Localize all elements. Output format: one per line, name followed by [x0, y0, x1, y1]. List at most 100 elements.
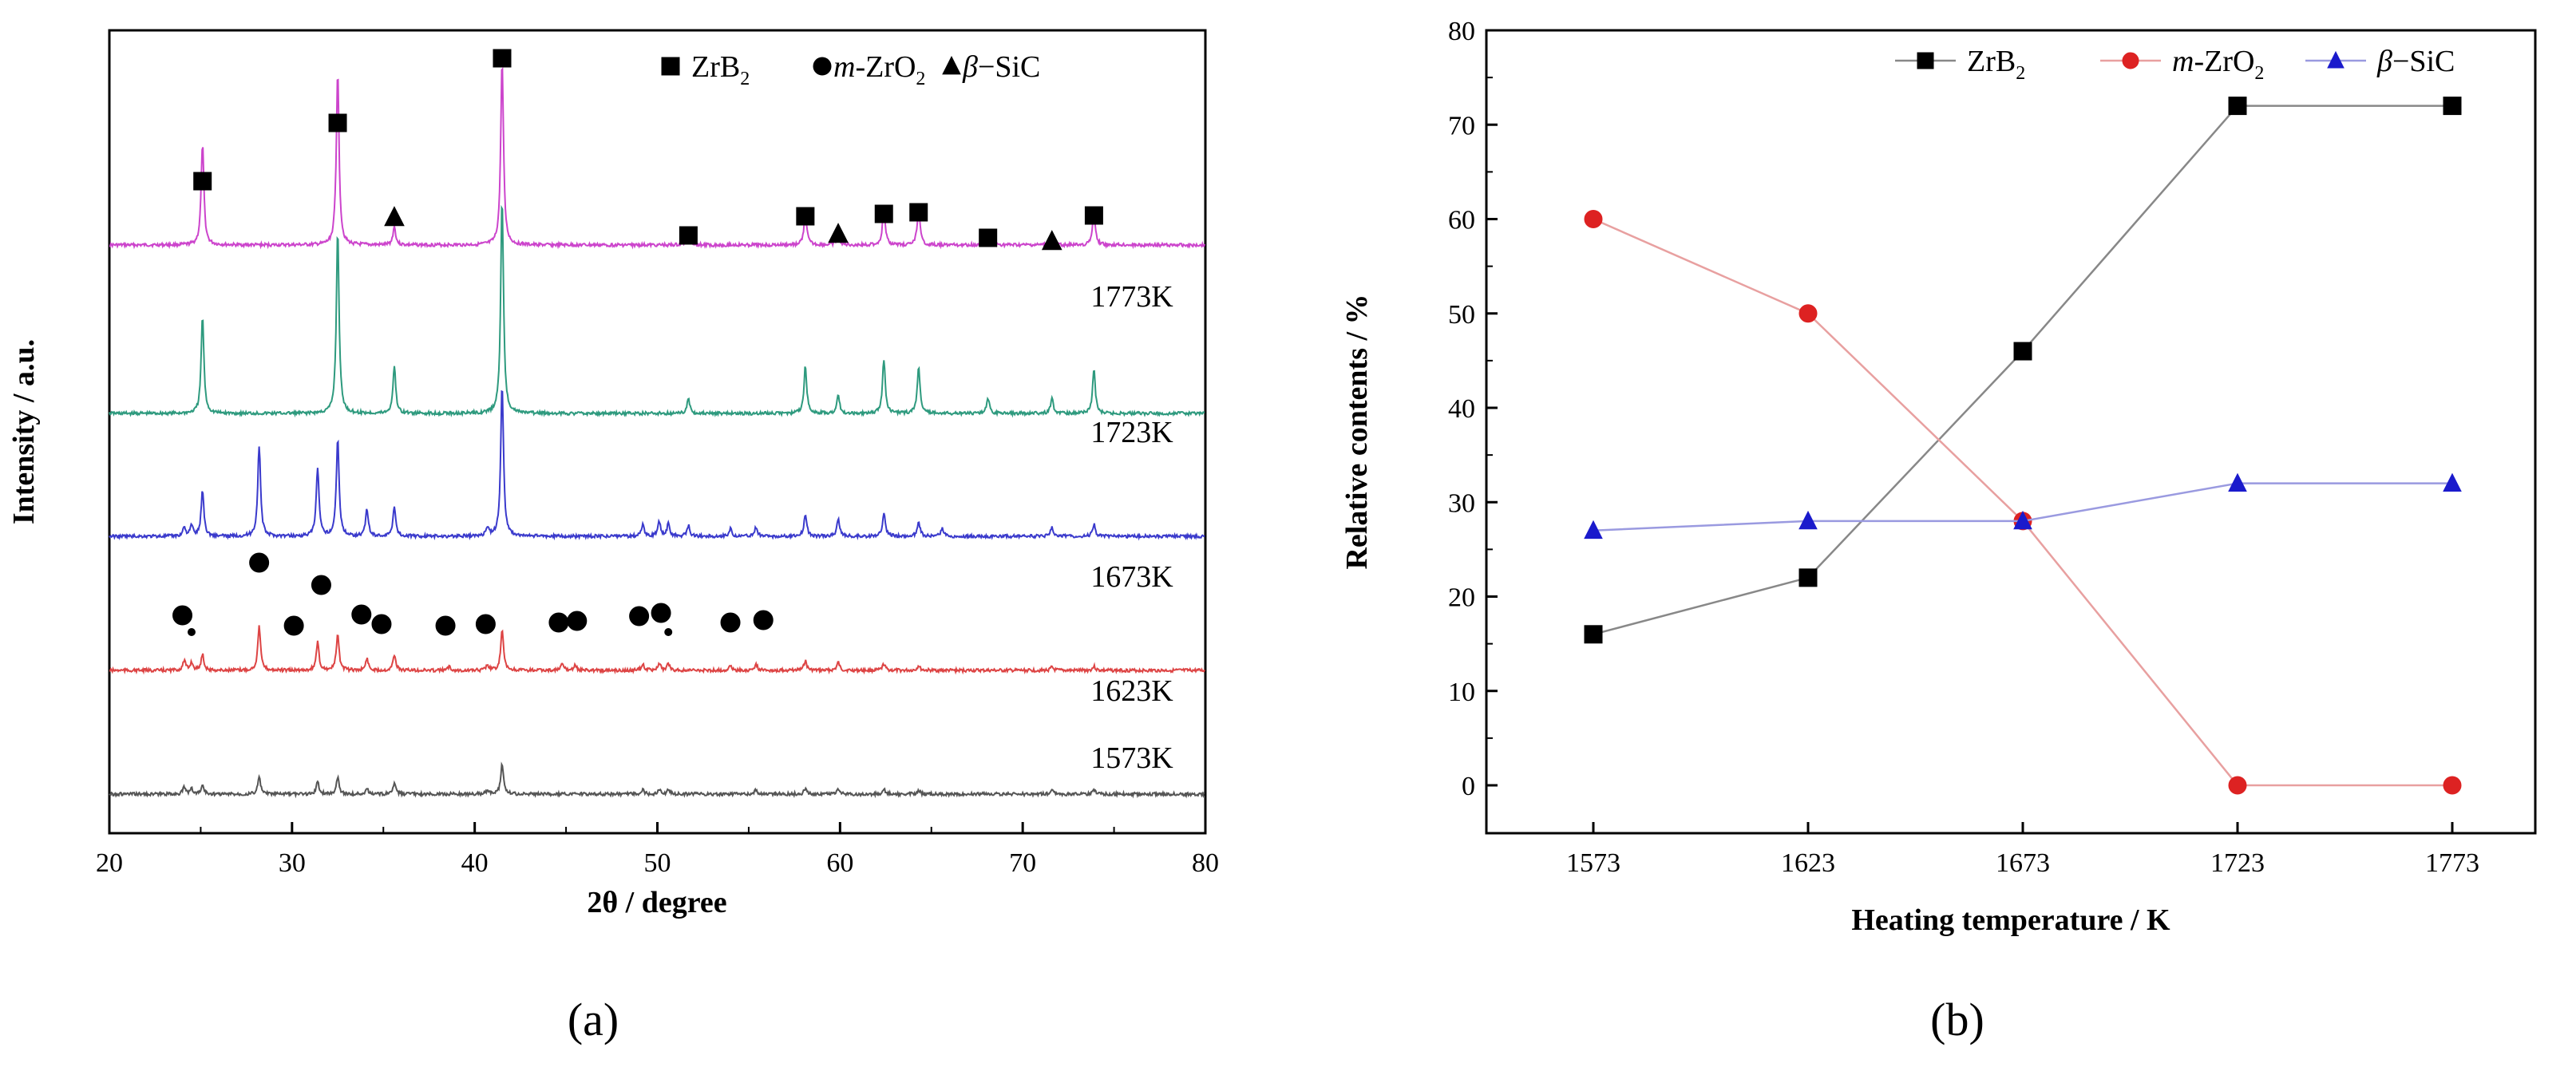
panel-b-y-axis-title: Relative contents / % — [1340, 294, 1374, 569]
temperature-label-1573K: 1573K — [1090, 741, 1173, 775]
panel-b-x-axis-title: Heating temperature / K — [1851, 903, 2170, 937]
y-tick-label: 50 — [1448, 300, 1475, 330]
y-tick-label: 20 — [1448, 583, 1475, 613]
x-tick-label: 40 — [461, 848, 489, 878]
zro2-peak-marker — [753, 610, 774, 630]
zrb2-peak-marker — [193, 172, 212, 191]
sic-peak-marker — [828, 223, 849, 243]
zro2-peak-marker — [651, 603, 671, 623]
legend-marker-ZrB2 — [1917, 52, 1934, 69]
xrd-series-1723K — [109, 204, 1205, 418]
temperature-label-1673K: 1673K — [1090, 560, 1173, 594]
data-point-m-ZrO2 — [2228, 776, 2247, 795]
sic-peak-marker — [1041, 230, 1062, 251]
xrd-series-1773K — [109, 66, 1206, 250]
legend-marker-β-SiC — [2327, 50, 2345, 69]
zrb2-peak-marker — [679, 226, 698, 245]
zrb2-peak-marker — [909, 203, 928, 222]
legend-label-β-SiC: β−SiC — [2376, 45, 2455, 78]
panel-a-label: (a) — [568, 994, 619, 1045]
x-tick-label: 1723 — [2210, 848, 2265, 878]
x-tick-label: 1623 — [1781, 848, 1835, 878]
panel-b-plot-frame — [1485, 29, 2537, 835]
x-tick-label: 70 — [1009, 848, 1036, 878]
zro2-peak-marker — [172, 605, 193, 626]
data-point-β-SiC — [2013, 510, 2032, 530]
temperature-label-1723K: 1723K — [1090, 416, 1173, 449]
data-point-ZrB2 — [1798, 568, 1818, 587]
panel-a-y-axis-title: Intensity / a.u. — [7, 339, 41, 524]
zrb2-peak-marker — [1084, 206, 1103, 225]
panel-a-series-group — [109, 66, 1206, 799]
x-tick-label: 1673 — [1996, 848, 2050, 878]
zro2-peak-marker — [567, 611, 588, 631]
legend-marker-triangle — [942, 55, 961, 75]
y-tick-label: 60 — [1448, 206, 1475, 235]
panel-b-y-ticks: 0 10 20 30 40 50 60 70 80 — [1448, 17, 1498, 801]
panel-b-label: (b) — [1930, 994, 1984, 1045]
zro2-peak-marker — [351, 604, 372, 625]
legend-marker-circle — [813, 57, 832, 76]
data-point-β-SiC — [1584, 520, 1603, 540]
zro2-peak-marker — [475, 614, 496, 634]
xrd-series-1573K — [109, 761, 1205, 799]
data-point-ZrB2 — [2228, 97, 2247, 116]
x-tick-label: 20 — [96, 848, 123, 878]
data-point-ZrB2 — [2013, 342, 2032, 361]
data-point-ZrB2 — [2443, 97, 2462, 116]
zro2-peak-marker — [371, 614, 392, 634]
zro2-peak-marker — [435, 615, 456, 636]
zro2-peak-marker — [548, 612, 569, 633]
panel-a-xrd-chart: 20 30 40 50 60 70 80 ZrB2 m-ZrO2 β−SiC 1773K 1723… — [7, 29, 1219, 1045]
data-point-ZrB2 — [1584, 625, 1603, 644]
legend-label-circle: m-ZrO2 — [833, 50, 925, 89]
data-point-β-SiC — [1798, 510, 1818, 530]
sic-peak-marker — [384, 206, 405, 227]
series-line-ZrB2 — [1593, 105, 2452, 636]
y-tick-label: 30 — [1448, 488, 1475, 518]
data-point-m-ZrO2 — [2443, 776, 2462, 795]
x-tick-label: 50 — [644, 848, 671, 878]
zrb2-peak-marker — [493, 49, 512, 68]
data-point-m-ZrO2 — [1798, 304, 1818, 323]
legend-marker-m-ZrO2 — [2122, 52, 2139, 69]
y-tick-label: 80 — [1448, 17, 1475, 46]
y-tick-label: 10 — [1448, 678, 1475, 707]
legend-marker-square — [661, 57, 680, 76]
x-tick-label: 60 — [826, 848, 853, 878]
legend-label-ZrB2: ZrB2 — [1967, 45, 2025, 84]
zrb2-peak-marker — [979, 228, 998, 247]
x-tick-label: 1573 — [1566, 848, 1620, 878]
data-point-m-ZrO2 — [1584, 210, 1603, 228]
panel-a-legend: ZrB2 m-ZrO2 β−SiC — [661, 50, 1040, 89]
xrd-series-1623K — [109, 625, 1206, 675]
panel-b-legend: ZrB2 m-ZrO2 β−SiC — [1895, 45, 2455, 84]
panel-b-x-ticks: 1573 1623 1673 1723 1773 — [1566, 822, 2479, 878]
zrb2-peak-marker — [328, 113, 347, 132]
panel-a-peak-markers — [172, 49, 1103, 636]
zro2-peak-marker — [629, 606, 650, 626]
panel-b-contents-chart: 0 10 20 30 40 50 60 70 80 1573 1623 1673 1723 1773 Z… — [1340, 17, 2537, 1045]
y-tick-label: 40 — [1448, 394, 1475, 424]
zro2-peak-marker — [249, 552, 270, 573]
zrb2-peak-marker — [874, 204, 893, 223]
x-tick-label: 30 — [279, 848, 306, 878]
x-tick-label: 80 — [1192, 848, 1219, 878]
legend-label-m-ZrO2: m-ZrO2 — [2172, 45, 2264, 84]
temperature-label-1623K: 1623K — [1090, 674, 1173, 708]
data-point-β-SiC — [2443, 472, 2462, 492]
zro2-peak-marker — [311, 575, 331, 595]
zrb2-peak-marker — [796, 207, 815, 226]
y-tick-label: 70 — [1448, 111, 1475, 140]
zro2-peak-marker — [720, 612, 741, 633]
zro2-small-peak-marker — [187, 628, 196, 636]
data-point-β-SiC — [2228, 472, 2247, 492]
temperature-label-1773K: 1773K — [1090, 280, 1173, 314]
y-tick-label: 0 — [1462, 772, 1475, 801]
panel-b-series-group — [1584, 97, 2462, 795]
series-line-m-ZrO2 — [1593, 218, 2452, 787]
legend-label-square: ZrB2 — [691, 50, 750, 89]
xrd-series-1673K — [109, 389, 1205, 541]
panel-a-plot-frame — [108, 29, 1207, 835]
